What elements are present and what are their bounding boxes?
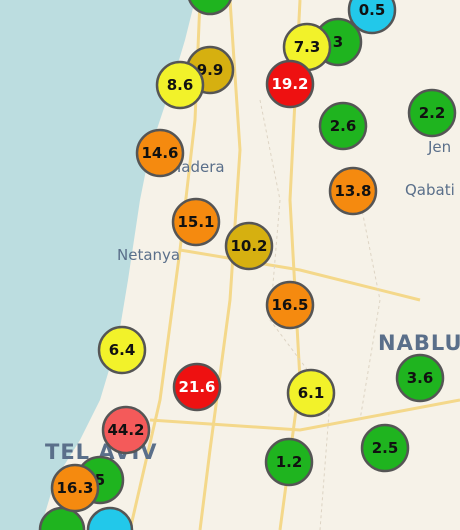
place-label: Netanya [117,246,180,264]
marker-label: 2.5 [372,439,399,457]
place-label: Hadera [170,158,225,176]
marker-circle[interactable] [265,59,315,109]
marker[interactable]: 14.6 [135,128,185,178]
marker-label: 0.5 [359,1,386,19]
marker-label: 2.2 [419,104,446,122]
marker-circle[interactable] [328,166,378,216]
marker[interactable]: 16.5 [265,280,315,330]
marker[interactable]: 10.2 [224,221,274,271]
marker[interactable]: 2.6 [318,101,368,151]
marker[interactable]: 8.6 [155,60,205,110]
marker-label: 2.6 [330,117,357,135]
marker-circle[interactable] [347,0,397,35]
marker-label: 7.3 [294,38,321,56]
place-label: Qabati [405,181,455,199]
marker-label: 3 [333,33,343,51]
marker-circle[interactable] [172,362,222,412]
markers: 0.5 3 7.3 9.98.6 19.2 2.6 2.2 14.6 13.8 15.1 10.2 1… [50,0,457,513]
marker-label: 13.8 [334,182,371,200]
marker-circle[interactable] [171,197,221,247]
marker-label: 19.2 [271,75,308,93]
marker[interactable]: 7.3 [282,22,332,72]
place-label: Jen [427,138,451,156]
marker-circle[interactable] [224,221,274,271]
marker-label: 16.3 [56,479,93,497]
borders [259,99,381,530]
marker[interactable]: 6.1 [286,368,336,418]
marker-circle[interactable] [407,88,457,138]
marker[interactable]: 2.2 [407,88,457,138]
marker-label: 14.6 [141,144,178,162]
marker[interactable]: 2.5 [360,423,410,473]
marker[interactable]: 44.2 [101,405,151,455]
marker-circle[interactable] [135,128,185,178]
marker[interactable]: 19.2 [265,59,315,109]
marker-circle[interactable] [155,60,205,110]
marker-circle[interactable] [50,463,100,513]
marker[interactable]: 3.6 [395,353,445,403]
marker[interactable]: 16.3 [50,463,100,513]
marker-circle[interactable] [101,405,151,455]
marker-label: 9.9 [197,61,224,79]
marker-label: 6.1 [298,384,325,402]
marker[interactable]: 6.4 [97,325,147,375]
marker-partial[interactable] [188,0,232,16]
marker-partial[interactable] [86,506,134,530]
marker-circle[interactable] [318,101,368,151]
marker[interactable]: 15.1 [171,197,221,247]
marker-circle[interactable] [264,437,314,487]
marker-label: 5 [95,471,105,489]
marker-circle[interactable] [360,423,410,473]
marker-circle[interactable] [395,353,445,403]
marker-label: 10.2 [230,237,267,255]
marker-label: 15.1 [177,213,214,231]
place-label: NABLU [378,331,460,355]
marker-label: 3.6 [407,369,434,387]
marker-label: 16.5 [271,296,308,314]
marker-circle[interactable] [286,368,336,418]
marker-label: 6.4 [109,341,136,359]
marker-label: 21.6 [178,378,215,396]
marker[interactable]: 0.5 [347,0,397,35]
marker-label: 8.6 [167,76,194,94]
marker-label: 1.2 [276,453,303,471]
marker[interactable]: 1.2 [264,437,314,487]
marker-circle[interactable] [97,325,147,375]
marker[interactable]: 21.6 [172,362,222,412]
marker-label: 44.2 [107,421,144,439]
marker[interactable]: 13.8 [328,166,378,216]
marker-circle[interactable] [265,280,315,330]
